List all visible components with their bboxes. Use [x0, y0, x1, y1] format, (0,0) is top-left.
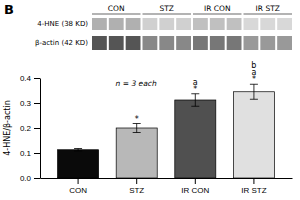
significance-label: *	[135, 115, 139, 124]
error-bar	[250, 84, 258, 99]
significance-label: a	[193, 78, 198, 87]
blot-band	[176, 18, 191, 30]
x-tick-mark	[136, 178, 137, 184]
group-underline	[92, 14, 140, 15]
blot-band	[277, 36, 292, 50]
group-label: IR CON	[204, 4, 231, 13]
bar-chart: 0.0 0.1 0.2 0.3 0.4 CON STZ IR CON IR STZ 4-HNE/β…	[3, 61, 293, 194]
error-bar-line	[136, 124, 137, 133]
y-tick: 0.4	[20, 74, 40, 83]
group-label: IR STZ	[256, 4, 280, 13]
panel-label: B	[4, 2, 14, 17]
figure: B CON STZ IR CON IR STZ 4-HNE (38 KD) β-actin …	[0, 0, 300, 200]
y-tick-mark	[34, 78, 40, 79]
x-tick: IR CON	[181, 178, 209, 195]
error-bar	[74, 149, 82, 152]
x-tick: CON	[69, 178, 87, 195]
error-bar	[191, 94, 199, 107]
blot-row-label: 4-HNE (38 KD)	[37, 20, 88, 28]
blot-band	[210, 18, 225, 30]
error-bar-line	[133, 132, 141, 133]
blot-band	[159, 18, 174, 30]
significance-label: b	[251, 61, 256, 70]
x-tick: STZ	[129, 178, 144, 195]
y-tick-label: 0.4	[20, 74, 32, 83]
blot-band	[227, 18, 242, 30]
x-tick-label: IR CON	[181, 186, 209, 195]
blot-band	[126, 18, 141, 30]
blot-band	[126, 36, 141, 50]
blot-band	[109, 36, 124, 50]
error-bar-line	[195, 94, 196, 107]
x-tick-label: CON	[69, 186, 87, 195]
error-bar-line	[74, 151, 82, 152]
y-axis: 0.0 0.1 0.2 0.3 0.4	[20, 74, 41, 183]
y-axis-line	[40, 79, 41, 179]
blot-row-label: β-actin (42 KD)	[35, 39, 88, 47]
y-tick-label: 0.3	[20, 99, 32, 108]
group-label: STZ	[160, 4, 174, 13]
y-tick: 0.0	[20, 174, 40, 183]
blot-band	[260, 36, 275, 50]
x-axis: CON STZ IR CON IR STZ	[41, 178, 293, 195]
y-tick: 0.3	[20, 99, 40, 108]
blot-band	[143, 18, 158, 30]
error-bar-line	[74, 148, 82, 149]
blot-band	[193, 18, 208, 30]
blot-band	[244, 36, 259, 50]
x-tick: IR STZ	[241, 178, 266, 195]
error-bar-line	[250, 99, 258, 100]
blot-band	[260, 18, 275, 30]
bar	[233, 92, 274, 178]
annotation: n = 3 each	[116, 79, 157, 88]
y-axis-label: 4-HNE/β-actin	[3, 100, 12, 155]
bar	[175, 100, 216, 178]
y-tick: 0.1	[20, 149, 40, 158]
y-tick-label: 0.0	[20, 174, 32, 183]
group-underline	[193, 14, 241, 15]
group-underline	[244, 14, 292, 15]
group-underline	[143, 14, 191, 15]
x-tick-mark	[78, 178, 79, 184]
blot-band	[193, 36, 208, 50]
y-tick-mark	[34, 128, 40, 129]
x-tick-label: STZ	[129, 186, 144, 195]
bar	[58, 150, 99, 178]
x-tick-mark	[253, 178, 254, 184]
blot-band	[277, 18, 292, 30]
bar	[116, 128, 157, 178]
y-tick-label: 0.2	[20, 124, 32, 133]
y-tick: 0.2	[20, 124, 40, 133]
y-tick-label: 0.1	[20, 149, 32, 158]
blot-band	[143, 36, 158, 50]
blot-band	[92, 36, 107, 50]
blot-band	[159, 36, 174, 50]
y-tick-mark	[34, 153, 40, 154]
error-bar	[133, 124, 141, 133]
y-tick-mark	[34, 178, 40, 179]
error-bar-line	[253, 84, 254, 99]
error-bar-line	[191, 106, 199, 107]
x-tick-label: IR STZ	[241, 186, 266, 195]
blot-band	[176, 36, 191, 50]
western-blot: B CON STZ IR CON IR STZ 4-HNE (38 KD) β-actin …	[4, 2, 292, 50]
blot-band	[109, 18, 124, 30]
blot-band	[92, 18, 107, 30]
blot-band	[244, 18, 259, 30]
blot-band	[227, 36, 242, 50]
group-label: CON	[108, 4, 125, 13]
plot-area	[58, 84, 275, 178]
y-tick-mark	[34, 103, 40, 104]
x-tick-mark	[195, 178, 196, 184]
blot-band	[210, 36, 225, 50]
